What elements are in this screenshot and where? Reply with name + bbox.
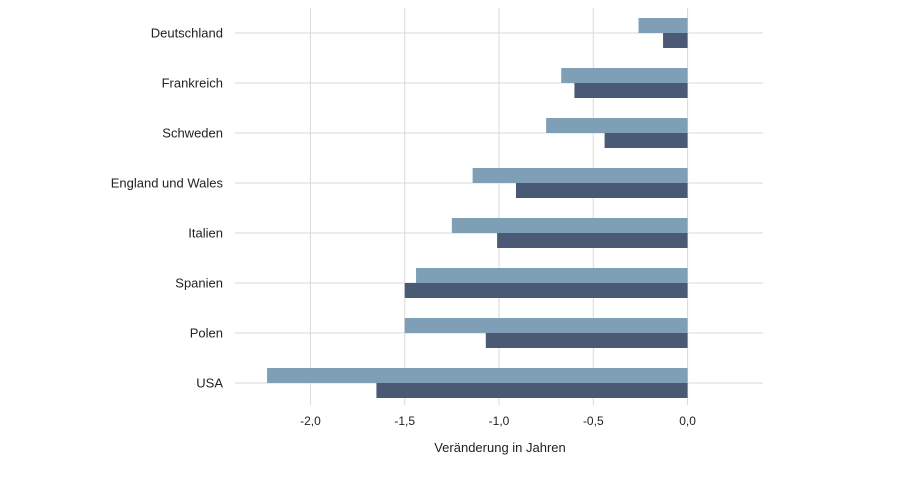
bar [376, 383, 688, 398]
y-category-label: England und Wales [111, 176, 224, 191]
bar [416, 268, 688, 283]
bar [515, 183, 688, 198]
bar [404, 318, 688, 333]
x-tick-label: -1,5 [394, 414, 415, 428]
bar [546, 118, 688, 133]
x-tick-label: -0,5 [583, 414, 604, 428]
y-category-label: USA [196, 376, 223, 391]
x-tick-label: 0,0 [679, 414, 696, 428]
bar [485, 333, 688, 348]
bar [561, 68, 688, 83]
y-category-label: Deutschland [151, 26, 223, 41]
bar [472, 168, 688, 183]
bar [638, 18, 688, 33]
bar-layer [267, 18, 688, 398]
x-tick-label: -2,0 [300, 414, 321, 428]
y-category-label: Italien [188, 226, 223, 241]
bar [604, 133, 688, 148]
y-category-label: Spanien [175, 276, 223, 291]
bar [267, 368, 688, 383]
bar [451, 218, 688, 233]
y-category-label: Polen [190, 326, 223, 341]
bar [497, 233, 688, 248]
bar [574, 83, 688, 98]
x-tick-label: -1,0 [489, 414, 510, 428]
bar [404, 283, 688, 298]
x-axis-title: Veränderung in Jahren [434, 440, 566, 455]
bar [663, 33, 688, 48]
y-category-label: Schweden [162, 126, 223, 141]
label-layer: -2,0 -1,5 -1,0 -0,5 0,0 Deutschland Frankreich… [111, 26, 697, 429]
y-category-label: Frankreich [162, 76, 223, 91]
